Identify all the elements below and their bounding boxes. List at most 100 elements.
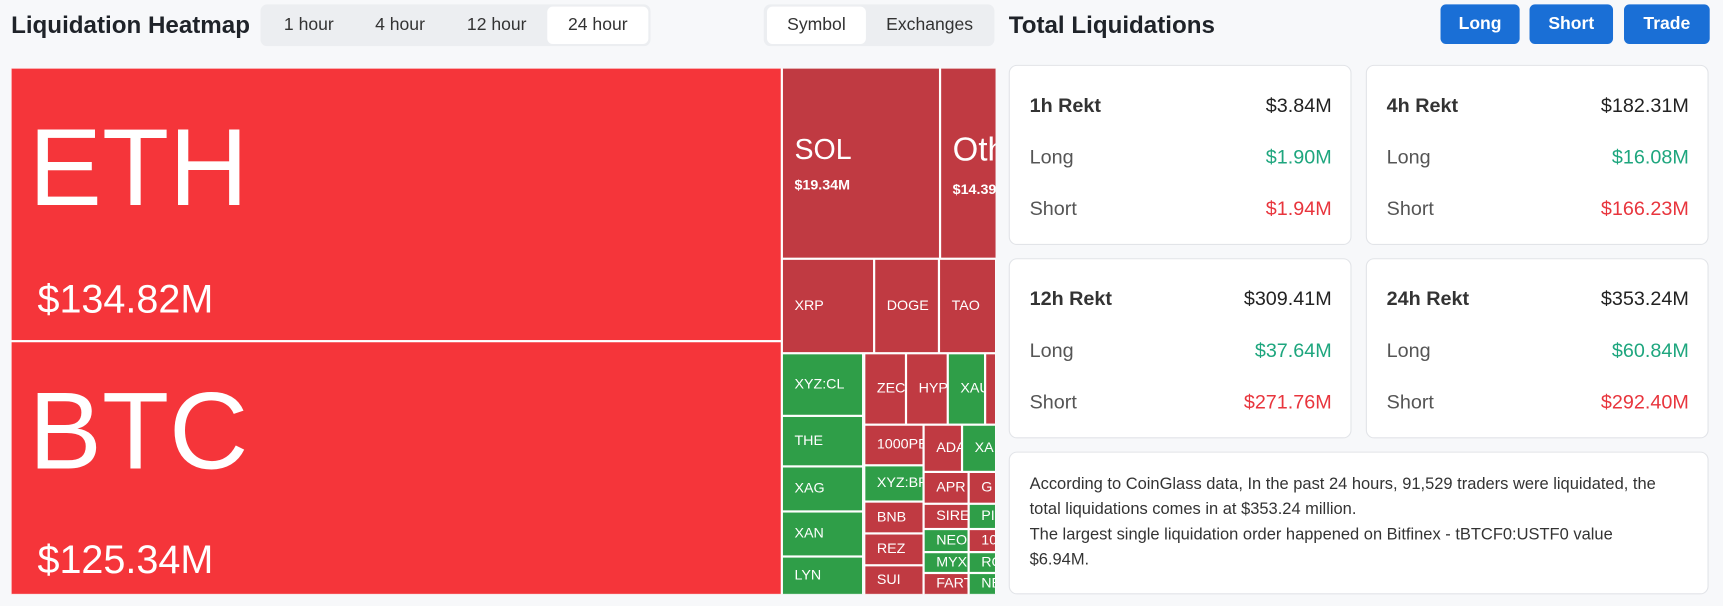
view-tab[interactable]: Symbol <box>787 14 846 34</box>
tile[interactable] <box>781 556 864 595</box>
row-value: $37.64M <box>1255 340 1332 362</box>
tile[interactable] <box>864 353 906 425</box>
stat-card <box>1365 64 1709 246</box>
tile-value: $134.82M <box>37 278 213 322</box>
time-tab[interactable]: 1 hour <box>284 14 334 34</box>
tile[interactable] <box>968 552 996 573</box>
tile[interactable] <box>864 565 924 595</box>
tile-label: PI <box>981 508 994 524</box>
tile[interactable] <box>905 353 948 425</box>
tile[interactable] <box>968 503 996 530</box>
tile-value: $14.39M <box>953 182 1009 198</box>
tile[interactable] <box>864 424 924 466</box>
tile-label: REZ <box>877 541 906 557</box>
tile[interactable] <box>781 258 875 354</box>
tile <box>985 353 996 425</box>
row-label: Long <box>1387 146 1431 168</box>
button-label[interactable]: Short <box>1548 13 1594 33</box>
tile-label: THE <box>794 433 823 449</box>
row-value: $271.76M <box>1244 391 1332 413</box>
row-value: $292.40M <box>1601 391 1689 413</box>
button[interactable] <box>1624 4 1710 44</box>
button-label[interactable]: Trade <box>1643 13 1690 33</box>
stats-title: Total Liquidations <box>1009 12 1215 39</box>
tile-label: SUI <box>877 572 901 588</box>
tile-label: XAG <box>794 481 824 497</box>
tile-label: XYZ:BR <box>877 475 929 491</box>
card-title: 24h Rekt <box>1387 288 1470 310</box>
card-title: 12h Rekt <box>1030 288 1113 310</box>
tile-label: XA <box>975 440 995 456</box>
tile[interactable] <box>968 572 996 595</box>
row-label: Short <box>1387 198 1435 220</box>
tile-label: BNB <box>877 509 906 525</box>
tile[interactable] <box>781 466 864 512</box>
card-total: $182.31M <box>1601 95 1689 117</box>
description-line: total liquidations comes in at $353.24 m… <box>1030 500 1357 518</box>
tile[interactable] <box>923 424 963 472</box>
card-total: $3.84M <box>1266 95 1332 117</box>
tile[interactable] <box>923 471 969 504</box>
view-tab[interactable]: Exchanges <box>886 14 973 34</box>
tile-value: $125.34M <box>37 538 213 582</box>
row-value: $1.94M <box>1266 198 1332 220</box>
tile[interactable] <box>962 424 996 472</box>
tile[interactable] <box>864 501 924 534</box>
card-title: 4h Rekt <box>1387 95 1459 117</box>
tile[interactable] <box>968 471 996 504</box>
tile[interactable] <box>938 258 996 354</box>
row-label: Short <box>1387 391 1435 413</box>
tile[interactable] <box>864 533 924 566</box>
tile-label: XRP <box>794 298 823 314</box>
tile-label: XAU <box>960 381 989 397</box>
tile[interactable] <box>781 68 941 259</box>
tile-label: ZEC <box>877 381 906 397</box>
tile-label: LYN <box>794 567 821 583</box>
button-label[interactable]: Long <box>1459 13 1502 33</box>
time-tab[interactable]: 4 hour <box>375 14 425 34</box>
tile-label: BTC <box>29 371 249 493</box>
tile[interactable] <box>781 415 864 467</box>
tile[interactable] <box>940 68 1007 259</box>
tile[interactable] <box>923 529 969 553</box>
stat-card <box>1365 258 1709 439</box>
row-label: Long <box>1030 146 1074 168</box>
tile-label: DOGE <box>887 298 929 314</box>
tile[interactable] <box>781 353 864 416</box>
tile[interactable] <box>923 552 969 573</box>
tile-label: RO <box>981 554 1002 570</box>
tile-label: FART <box>936 576 972 592</box>
description-line: The largest single liquidation order hap… <box>1030 525 1613 543</box>
tile-label: ADA <box>936 440 966 456</box>
time-tab[interactable]: 24 hour <box>568 14 628 34</box>
tile[interactable] <box>947 353 986 425</box>
tile[interactable] <box>874 258 939 354</box>
row-value: $166.23M <box>1601 198 1689 220</box>
tile[interactable] <box>864 465 924 502</box>
tile[interactable] <box>968 529 996 553</box>
description-line: $6.94M. <box>1030 551 1090 569</box>
tile-label: XAN <box>794 526 823 542</box>
row-label: Long <box>1030 340 1074 362</box>
row-label: Short <box>1030 391 1078 413</box>
tile-label: 1000PE <box>877 437 928 453</box>
card-title: 1h Rekt <box>1030 95 1102 117</box>
tile[interactable] <box>11 68 782 342</box>
tile-label: SOL <box>794 134 851 166</box>
tile-label: HYPE <box>919 381 958 397</box>
button[interactable] <box>1529 4 1614 44</box>
active-tab <box>547 6 649 44</box>
row-value: $16.08M <box>1612 146 1689 168</box>
tile[interactable] <box>923 572 969 595</box>
tile-label: APR <box>936 480 965 496</box>
time-tab[interactable]: 12 hour <box>467 14 527 34</box>
active-tab <box>767 6 866 44</box>
description-line: According to CoinGlass data, In the past… <box>1030 475 1656 493</box>
tile-label: G <box>981 480 992 496</box>
heatmap-title: Liquidation Heatmap <box>11 12 250 39</box>
tile[interactable] <box>781 511 864 557</box>
tile[interactable] <box>923 503 969 530</box>
button[interactable] <box>1440 4 1520 44</box>
tile[interactable] <box>11 341 782 595</box>
